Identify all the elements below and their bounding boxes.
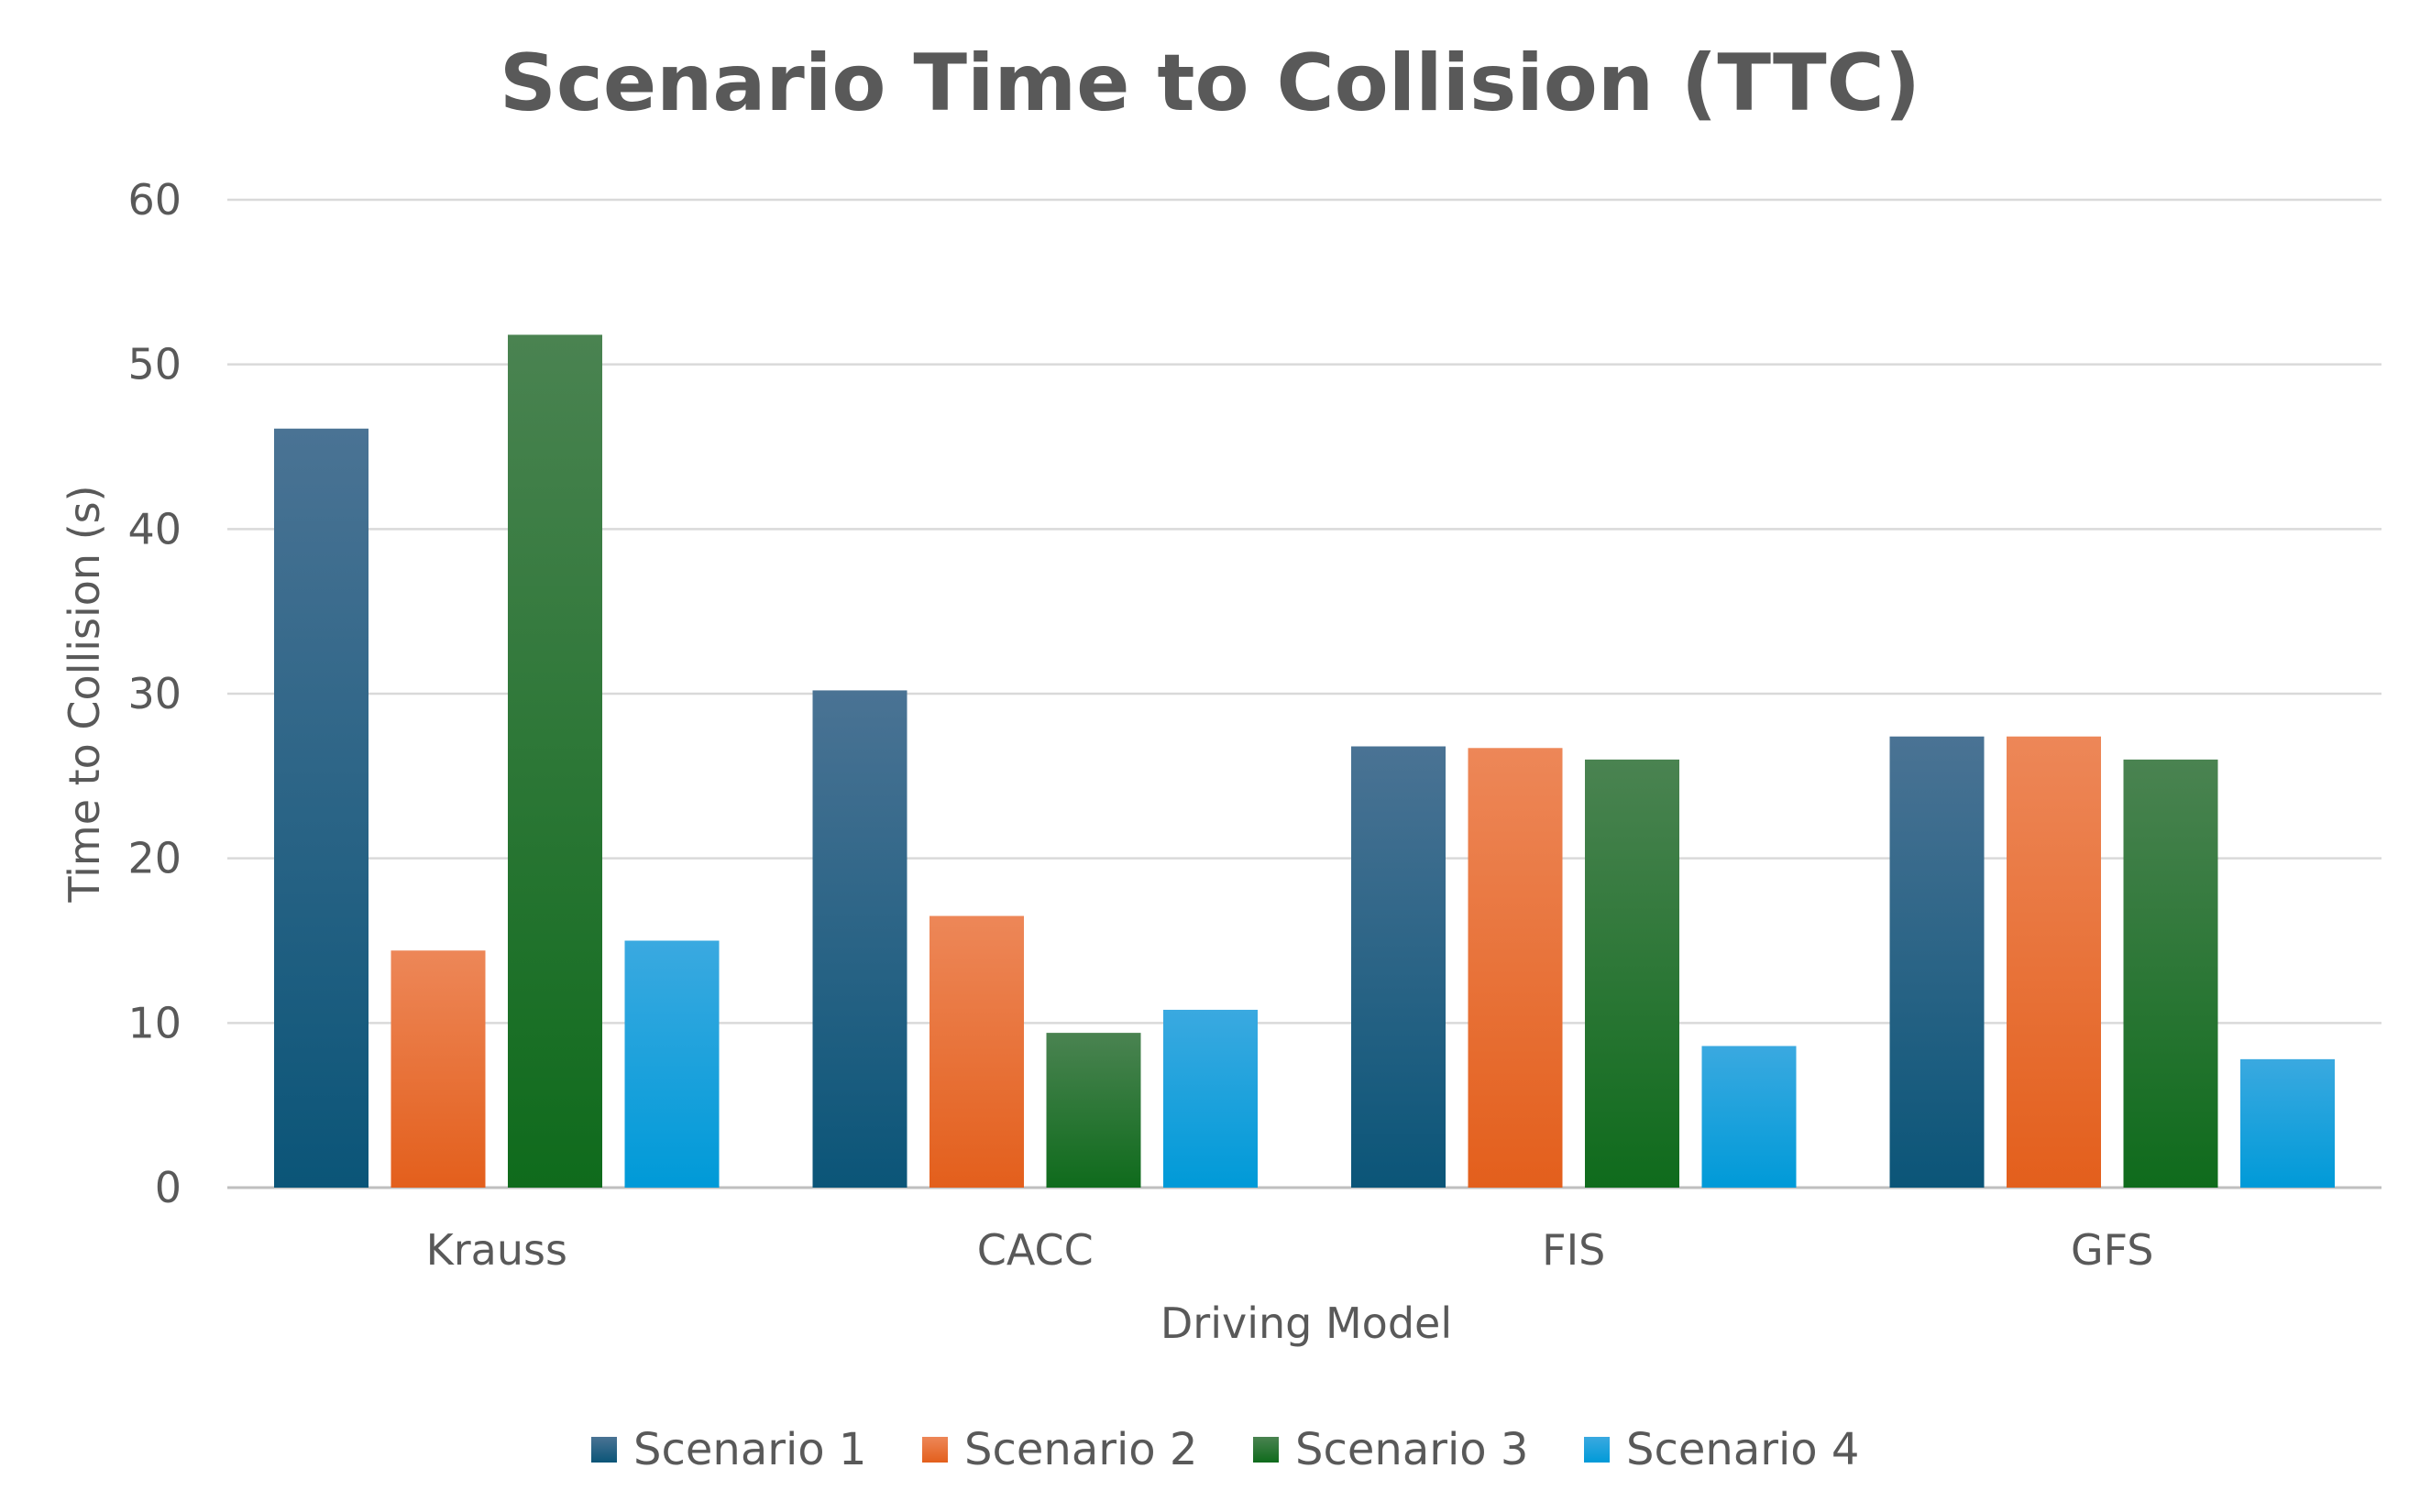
bar-krauss-scenario-2: [390, 950, 486, 1188]
legend: Scenario 1 Scenario 2 Scenario 3 Scenario 4: [591, 1424, 1859, 1475]
x-tick-label: Krauss: [426, 1225, 567, 1275]
legend-swatch: [1253, 1437, 1279, 1463]
x-axis-ticks: Krauss CACC FIS GFS: [426, 1225, 2154, 1275]
bar-fis-scenario-4: [1701, 1046, 1797, 1188]
chart-title: Scenario Time to Collision (TTC): [500, 38, 1920, 129]
bar-krauss-scenario-3: [508, 334, 602, 1188]
legend-label: Scenario 3: [1295, 1424, 1528, 1475]
bar-fis-scenario-1: [1351, 746, 1446, 1188]
bar-cacc-scenario-3: [1046, 1033, 1141, 1188]
legend-swatch: [922, 1437, 948, 1463]
bar-gfs-scenario-4: [2240, 1058, 2335, 1188]
bar-fis-scenario-2: [1468, 748, 1563, 1188]
bar-cacc-scenario-1: [812, 690, 908, 1188]
y-tick-label: 40: [127, 504, 182, 553]
bar-gfs-scenario-3: [2123, 759, 2218, 1188]
x-tick-label: GFS: [2071, 1225, 2154, 1275]
bar-gfs-scenario-2: [2007, 736, 2101, 1188]
y-tick-label: 10: [127, 998, 182, 1047]
y-axis-label: Time to Collision (s): [60, 485, 109, 903]
x-axis-label: Driving Model: [1160, 1298, 1452, 1348]
legend-label: Scenario 4: [1626, 1424, 1859, 1475]
y-axis-ticks: 0 10 20 30 40 50 60: [127, 175, 182, 1212]
y-tick-label: 30: [127, 669, 182, 718]
y-tick-label: 60: [127, 175, 182, 225]
y-tick-label: 20: [127, 834, 182, 883]
bars: [274, 334, 2335, 1188]
bar-krauss-scenario-1: [274, 428, 368, 1188]
bar-gfs-scenario-1: [1889, 736, 1985, 1188]
legend-label: Scenario 1: [633, 1424, 866, 1475]
bar-krauss-scenario-4: [624, 940, 720, 1188]
bar-cacc-scenario-2: [930, 915, 1024, 1188]
bar-fis-scenario-3: [1585, 759, 1679, 1188]
legend-label: Scenario 2: [964, 1424, 1197, 1475]
legend-swatch: [1584, 1437, 1610, 1463]
x-tick-label: FIS: [1542, 1225, 1605, 1275]
bar-cacc-scenario-4: [1163, 1009, 1258, 1188]
y-tick-label: 50: [127, 340, 182, 389]
x-tick-label: CACC: [977, 1225, 1094, 1275]
y-tick-label: 0: [155, 1163, 182, 1212]
legend-swatch: [591, 1437, 617, 1463]
